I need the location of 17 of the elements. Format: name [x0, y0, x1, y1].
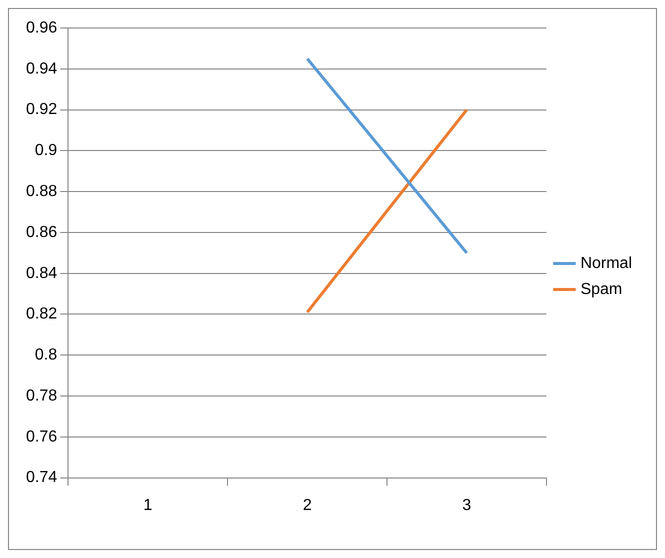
x-tick-label: 2 [302, 496, 312, 514]
y-tick-label: 0.78 [26, 387, 58, 404]
y-tick-label: 0.74 [26, 469, 58, 486]
y-tick-label: 0.84 [26, 264, 58, 282]
y-tick-label: 0.8 [34, 346, 58, 364]
y-tick-label: 0.82 [26, 306, 58, 323]
y-tick-label: 0.76 [26, 428, 58, 446]
y-tick-label: 0.88 [26, 182, 58, 200]
y-tick-label: 0.86 [26, 224, 58, 241]
y-tick-label: 0.96 [26, 19, 58, 36]
y-tick-label: 0.92 [26, 101, 58, 118]
legend-label: Spam [580, 280, 622, 298]
y-tick-label: 0.94 [26, 60, 58, 78]
y-tick-label: 0.9 [34, 142, 58, 160]
legend-label: Normal [580, 254, 632, 272]
x-tick-label: 1 [143, 496, 152, 514]
x-tick-label: 3 [462, 496, 472, 514]
